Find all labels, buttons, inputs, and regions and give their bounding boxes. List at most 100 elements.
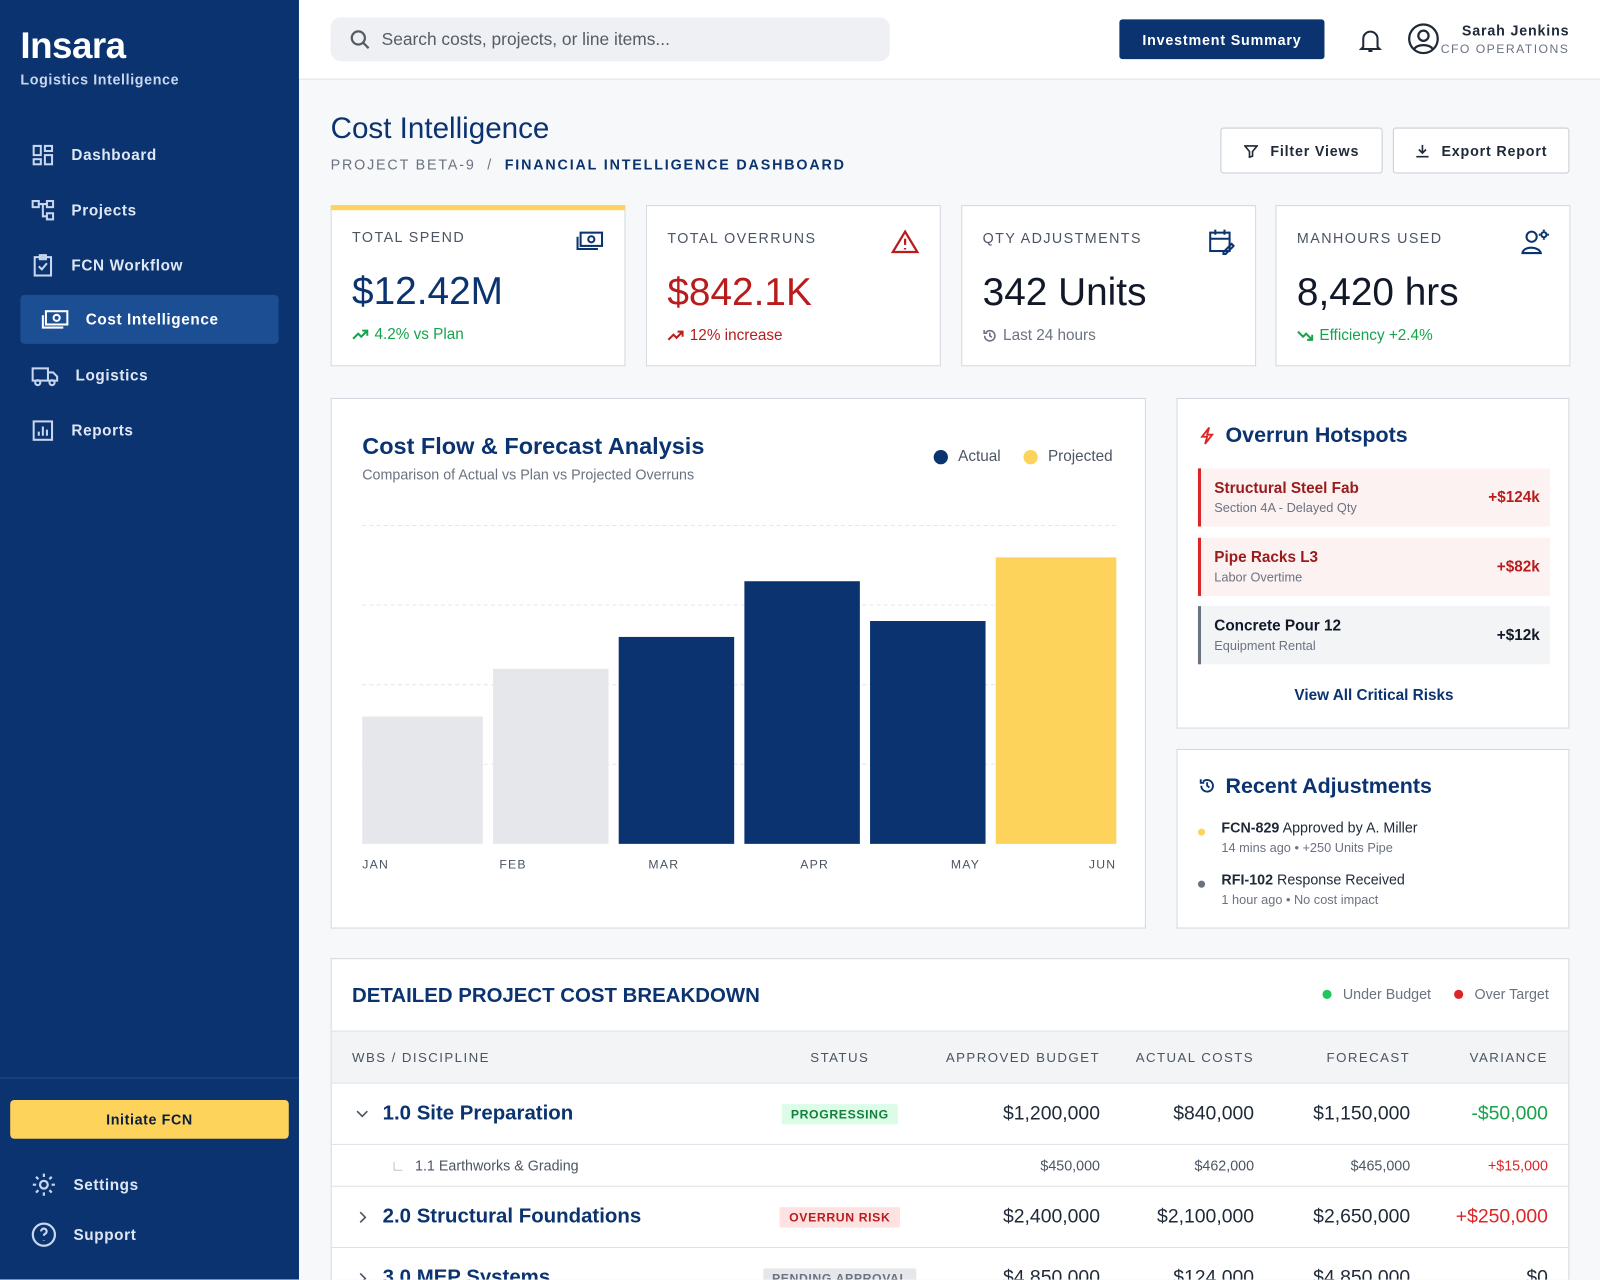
forecast-cell: $465,000 (1350, 1157, 1411, 1174)
legend-label: Projected (1047, 447, 1113, 466)
status-cell: OVERRUN RISK (756, 1206, 923, 1228)
top-bar: Search costs, projects, or line items...… (298, 0, 1600, 80)
column-header: APPROVED BUDGET (945, 1049, 1100, 1065)
crumb: PROJECT BETA-9 (330, 156, 476, 173)
indent-icon: ∟ (390, 1157, 405, 1174)
legend-label: Actual (958, 447, 1001, 466)
hotspot-name: Pipe Racks L3 (1214, 548, 1319, 566)
row-label: 1.0 Site Preparation (382, 1102, 574, 1125)
nav-item[interactable]: Projects (20, 186, 278, 235)
forecast-cell: $2,650,000 (1313, 1205, 1411, 1228)
adjustment-text: Approved by A. Miller (1282, 819, 1418, 836)
notification-icon[interactable] (1358, 28, 1383, 55)
column-header: ACTUAL COSTS (1135, 1049, 1255, 1065)
x-tick-label: APR (800, 857, 829, 871)
legend-swatch (933, 449, 948, 464)
nav-label: Dashboard (71, 146, 157, 164)
actual-cell: $840,000 (1173, 1102, 1255, 1124)
kpi-card: TOTAL OVERRUNS $842.1K 12% increase (645, 205, 941, 367)
row-name: ∟ 1.1 Earthworks & Grading (352, 1157, 756, 1173)
x-tick-label: MAY (951, 857, 980, 871)
nav-label: FCN Workflow (71, 256, 184, 274)
brand: Insara (20, 24, 126, 67)
status-badge: PENDING APPROVAL (762, 1267, 917, 1280)
nav-item[interactable]: Cost Intelligence (20, 294, 279, 344)
hotspot-amount: +$82k (1496, 557, 1540, 575)
kpi-label: MANHOURS USED (1296, 229, 1443, 246)
row-name: 2.0 Structural Foundations (352, 1205, 756, 1228)
status-dot (1197, 880, 1206, 888)
actual-cell: $124,000 (1173, 1266, 1255, 1280)
nav-item[interactable]: Logistics (20, 351, 278, 400)
adjustment-text: Response Received (1276, 870, 1405, 888)
kpi-delta: Last 24 hours (983, 327, 1096, 344)
hotspot-detail: Section 4A - Delayed Qty (1214, 501, 1357, 516)
kpi-delta-text: Efficiency +2.4% (1319, 326, 1433, 344)
actual-cell: $462,000 (1194, 1157, 1255, 1174)
expand-icon[interactable] (356, 1211, 368, 1223)
kpi-label: TOTAL SPEND (352, 228, 466, 245)
row-label: 1.1 Earthworks & Grading (415, 1157, 579, 1174)
kpi-delta-text: Last 24 hours (1003, 326, 1096, 344)
nav-label: Logistics (75, 366, 149, 385)
support-link[interactable]: Support (20, 1210, 278, 1259)
view-all-link[interactable]: View All Critical Risks (1294, 686, 1454, 705)
bar (618, 636, 735, 844)
kpi-label: QTY ADJUSTMENTS (982, 229, 1142, 246)
nav-label: Support (73, 1226, 137, 1244)
forecast-cell: $1,150,000 (1313, 1102, 1411, 1124)
column-header: FORECAST (1326, 1049, 1411, 1065)
bar (995, 557, 1117, 844)
row-label: 2.0 Structural Foundations (382, 1205, 642, 1228)
legend-item: Projected (1023, 447, 1113, 466)
nav-item[interactable]: FCN Workflow (20, 241, 278, 290)
row-name: 3.0 MEP Systems (352, 1266, 756, 1280)
settings-link[interactable]: Settings (20, 1160, 278, 1209)
hotspot-amount: +$124k (1488, 488, 1540, 507)
user-role: CFO OPERATIONS (1440, 41, 1570, 57)
x-tick-label: MAR (648, 857, 679, 871)
filter-button[interactable]: Filter Views (1220, 127, 1383, 174)
search-box[interactable]: Search costs, projects, or line items... (330, 17, 890, 62)
adjustments-card: Recent Adjustments FCN-829 Approved by A… (1176, 748, 1570, 929)
budget-cell: $2,400,000 (1002, 1205, 1100, 1228)
crumb-separator: / (487, 156, 494, 173)
chart-subtitle: Comparison of Actual vs Plan vs Projecte… (362, 466, 695, 483)
actual-cell: $2,100,000 (1157, 1205, 1255, 1228)
export-button[interactable]: Export Report (1392, 127, 1570, 174)
variance-cell: +$15,000 (1487, 1157, 1548, 1174)
kpi-delta-text: 12% increase (689, 326, 783, 344)
variance-cell: -$50,000 (1471, 1102, 1548, 1124)
status-cell: PROGRESSING (756, 1103, 923, 1124)
nav-item[interactable]: Dashboard (20, 131, 278, 180)
chart-title: Cost Flow & Forecast Analysis (362, 432, 705, 460)
kpi-label: TOTAL OVERRUNS (667, 229, 817, 246)
column-header: WBS / DISCIPLINE (352, 1049, 490, 1065)
variance-cell: $0 (1526, 1266, 1548, 1280)
adjustment-meta: 14 mins ago • +250 Units Pipe (1221, 840, 1393, 856)
adjustment-item: FCN-829 Approved by A. Miller 14 mins ago… (1221, 819, 1417, 855)
section-title: Recent Adjustments (1225, 774, 1432, 798)
initiate-button[interactable]: Initiate FCN (10, 1099, 289, 1139)
adjustment-item: RFI-102 Response Received 1 hour ago • No… (1221, 871, 1404, 907)
avatar[interactable] (1407, 22, 1440, 55)
hotspot-name: Structural Steel Fab (1214, 479, 1359, 497)
adjustment-line: FCN-829 Approved by A. Miller (1221, 819, 1417, 835)
crumb: FINANCIAL INTELLIGENCE DASHBOARD (504, 156, 846, 173)
table-subrow: ∟ 1.1 Earthworks & Grading $450,000 $462,00… (331, 1143, 1569, 1186)
investment-button[interactable]: Investment Summary (1119, 19, 1325, 60)
x-tick-label: FEB (499, 857, 526, 871)
hotspot-item: Pipe Racks L3 Labor Overtime +$82k (1197, 537, 1550, 596)
adjustment-id: RFI-102 (1221, 870, 1274, 888)
expand-icon[interactable] (356, 1272, 368, 1280)
legend-label: Under Budget (1342, 985, 1432, 1003)
adjustment-id: FCN-829 (1221, 819, 1280, 836)
chart-card: Cost Flow & Forecast Analysis Comparison… (330, 397, 1146, 929)
user-name: Sarah Jenkins (1461, 22, 1570, 39)
status-dot (1197, 828, 1206, 836)
x-tick-label: JAN (362, 857, 389, 871)
collapse-icon[interactable] (356, 1110, 368, 1118)
x-tick-label: JUN (1089, 857, 1116, 871)
nav-item[interactable]: Reports (20, 406, 278, 455)
